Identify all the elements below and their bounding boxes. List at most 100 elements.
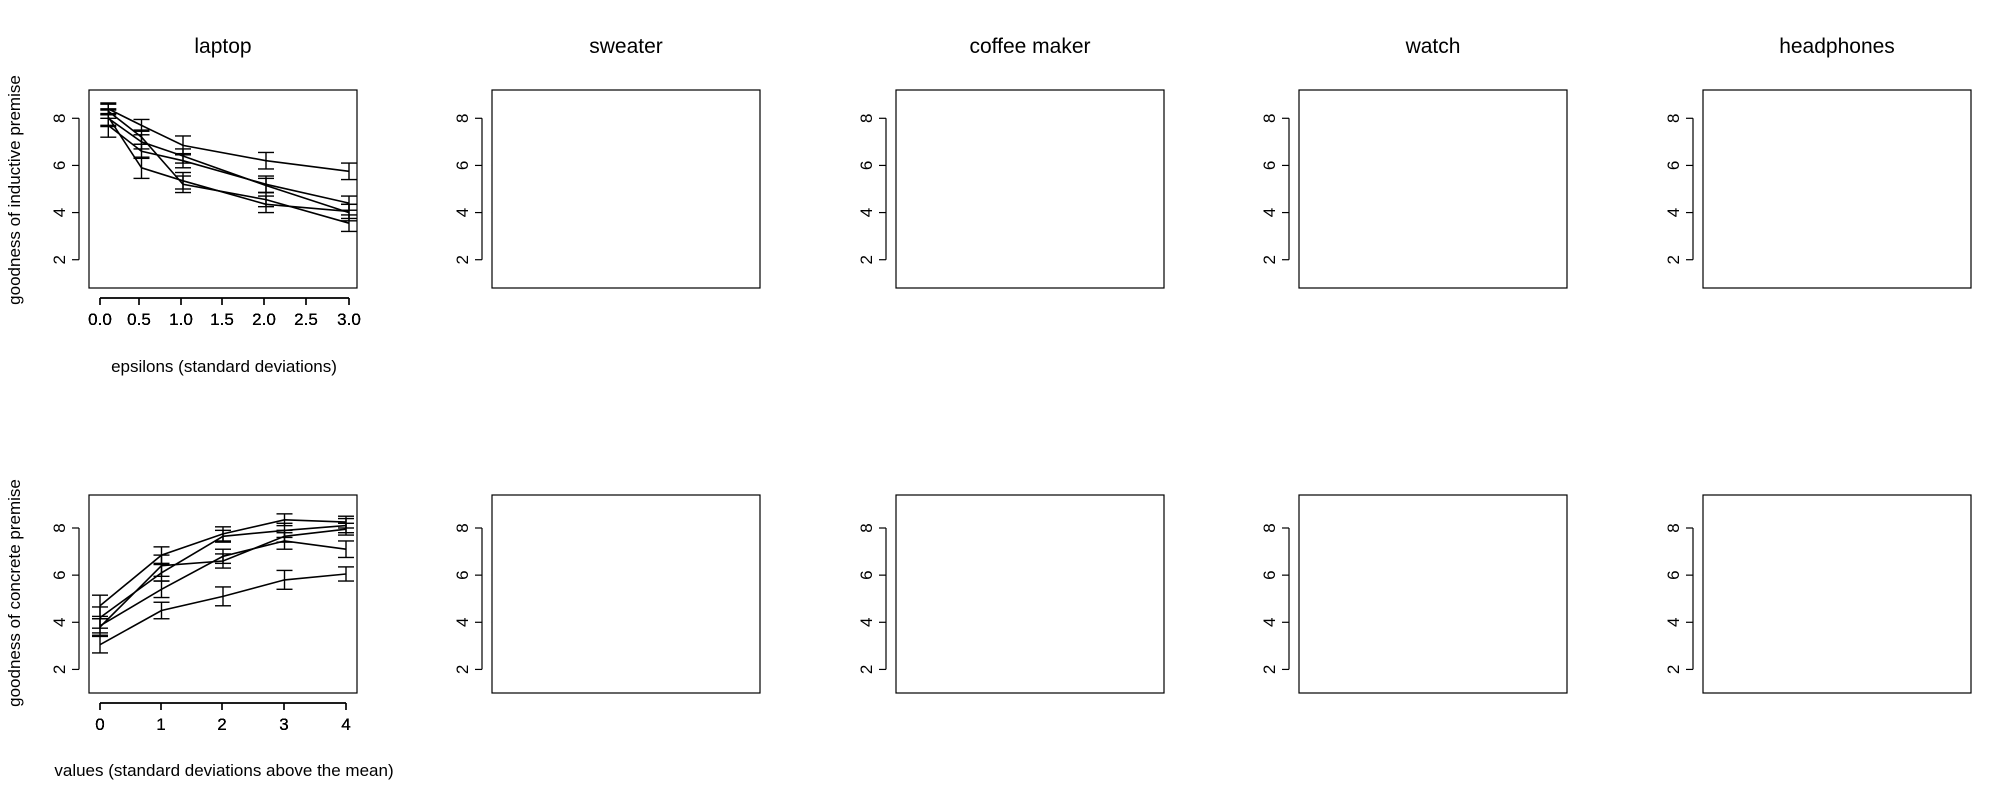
plot-frame bbox=[895, 494, 1165, 694]
row1-x-axis-label: epsilons (standard deviations) bbox=[111, 357, 337, 376]
x-tick-label: 2.0 bbox=[252, 310, 276, 329]
x-tick-label: 1.5 bbox=[210, 310, 234, 329]
x-tick-label: 2 bbox=[217, 715, 226, 734]
error-bar bbox=[258, 175, 274, 194]
x-tick-label: 3 bbox=[279, 715, 288, 734]
y-tick-label: 4 bbox=[1260, 208, 1279, 217]
x-tick-label: 1 bbox=[156, 715, 165, 734]
y-tick-label: 6 bbox=[857, 161, 876, 170]
error-bar bbox=[276, 569, 293, 590]
x-tick-label: 2.0 bbox=[252, 310, 276, 329]
panel: 0 1 2 3 4 2 4 6 8 bbox=[92, 494, 1972, 734]
y-tick-label: 2 bbox=[1664, 665, 1683, 674]
panel-title: laptop bbox=[194, 35, 251, 58]
error-bar bbox=[133, 156, 150, 180]
x-tick-label: 2 bbox=[217, 715, 226, 734]
y-tick-label: 8 bbox=[453, 523, 472, 532]
x-tick-label: 1 bbox=[156, 715, 165, 734]
y-tick-label: 2 bbox=[857, 255, 876, 264]
x-tick-label: 0.5 bbox=[127, 310, 151, 329]
y-tick-label: 8 bbox=[50, 114, 69, 123]
x-tick-label: 2 bbox=[217, 715, 226, 734]
x-tick-label: 1.5 bbox=[210, 310, 234, 329]
error-bar bbox=[153, 580, 170, 599]
row2-y-axis-label: goodness of concrete premise bbox=[5, 479, 24, 707]
panel: 0 1 2 3 4 2 4 6 8 bbox=[92, 494, 1568, 734]
error-bar bbox=[215, 529, 231, 543]
y-tick-label: 4 bbox=[1664, 618, 1683, 627]
panel: laptop 0.0 0.5 1.0 1.5 2.0 2.5 3.0 2 4 6 8 bbox=[50, 35, 361, 329]
y-tick-label: 8 bbox=[857, 523, 876, 532]
x-tick-label: 0.0 bbox=[88, 310, 112, 329]
x-tick-label: 3.0 bbox=[337, 310, 361, 329]
x-tick-label: 2.5 bbox=[294, 310, 318, 329]
x-tick-label: 3 bbox=[279, 715, 288, 734]
error-bar bbox=[258, 151, 274, 170]
error-bar bbox=[215, 586, 231, 607]
error-bar bbox=[276, 522, 293, 539]
plot-frame bbox=[1298, 494, 1568, 694]
x-tick-label: 0.5 bbox=[127, 310, 151, 329]
x-tick-label: 4 bbox=[341, 715, 350, 734]
error-bar bbox=[153, 563, 170, 582]
row2-x-axis-label: values (standard deviations above the me… bbox=[54, 761, 393, 780]
error-bar bbox=[92, 606, 108, 629]
y-tick-label: 4 bbox=[50, 208, 69, 217]
panel-title: coffee maker bbox=[969, 35, 1090, 58]
series-line bbox=[107, 124, 350, 204]
error-bar bbox=[175, 152, 191, 169]
y-tick-label: 2 bbox=[453, 665, 472, 674]
x-tick-label: 1.0 bbox=[169, 310, 193, 329]
y-tick-label: 2 bbox=[1664, 255, 1683, 264]
plot-frame bbox=[491, 494, 761, 694]
panel: 0 1 2 3 4 2 4 6 8 bbox=[50, 494, 358, 734]
panel-title: sweater bbox=[589, 35, 663, 58]
x-tick-label: 0.0 bbox=[88, 310, 112, 329]
plot-frame bbox=[491, 89, 761, 289]
x-tick-label: 1.0 bbox=[169, 310, 193, 329]
panel: coffee maker 0.0 0.5 1.0 1.5 2.0 2.5 3.0 2 4 6 8 bbox=[88, 35, 1165, 329]
y-tick-label: 4 bbox=[453, 208, 472, 217]
error-bar bbox=[341, 203, 357, 220]
panel: 0 1 2 3 4 2 4 6 8 bbox=[92, 494, 761, 734]
y-tick-label: 6 bbox=[453, 570, 472, 579]
y-tick-label: 4 bbox=[50, 618, 69, 627]
y-tick-label: 2 bbox=[857, 665, 876, 674]
y-tick-label: 2 bbox=[1260, 255, 1279, 264]
y-tick-label: 8 bbox=[1260, 523, 1279, 532]
y-tick-label: 4 bbox=[1664, 208, 1683, 217]
x-tick-label: 4 bbox=[341, 715, 350, 734]
x-tick-label: 0 bbox=[95, 715, 104, 734]
x-tick-label: 0 bbox=[95, 715, 104, 734]
series-line bbox=[107, 117, 350, 214]
x-tick-label: 1.0 bbox=[169, 310, 193, 329]
x-tick-label: 2.5 bbox=[294, 310, 318, 329]
y-tick-label: 6 bbox=[453, 161, 472, 170]
error-bar bbox=[175, 171, 191, 190]
error-bar bbox=[338, 540, 354, 559]
y-tick-label: 4 bbox=[857, 208, 876, 217]
y-tick-label: 8 bbox=[1664, 523, 1683, 532]
y-tick-label: 8 bbox=[1664, 114, 1683, 123]
x-tick-label: 2.5 bbox=[294, 310, 318, 329]
y-tick-label: 2 bbox=[50, 665, 69, 674]
x-tick-label: 2.0 bbox=[252, 310, 276, 329]
x-tick-label: 4 bbox=[341, 715, 350, 734]
x-tick-label: 2 bbox=[217, 715, 226, 734]
y-tick-label: 6 bbox=[50, 161, 69, 170]
y-tick-label: 8 bbox=[1260, 114, 1279, 123]
x-tick-label: 3.0 bbox=[337, 310, 361, 329]
y-tick-label: 6 bbox=[857, 570, 876, 579]
x-tick-label: 1 bbox=[156, 715, 165, 734]
x-tick-label: 1.5 bbox=[210, 310, 234, 329]
panel: watch 0.0 0.5 1.0 1.5 2.0 2.5 3.0 2 4 6 8 bbox=[88, 35, 1568, 329]
x-tick-label: 2.0 bbox=[252, 310, 276, 329]
y-tick-label: 2 bbox=[50, 255, 69, 264]
x-tick-label: 0.0 bbox=[88, 310, 112, 329]
error-bar bbox=[215, 548, 231, 565]
error-bar bbox=[133, 118, 150, 132]
x-tick-label: 3 bbox=[279, 715, 288, 734]
x-tick-label: 0 bbox=[95, 715, 104, 734]
y-tick-label: 4 bbox=[1260, 618, 1279, 627]
